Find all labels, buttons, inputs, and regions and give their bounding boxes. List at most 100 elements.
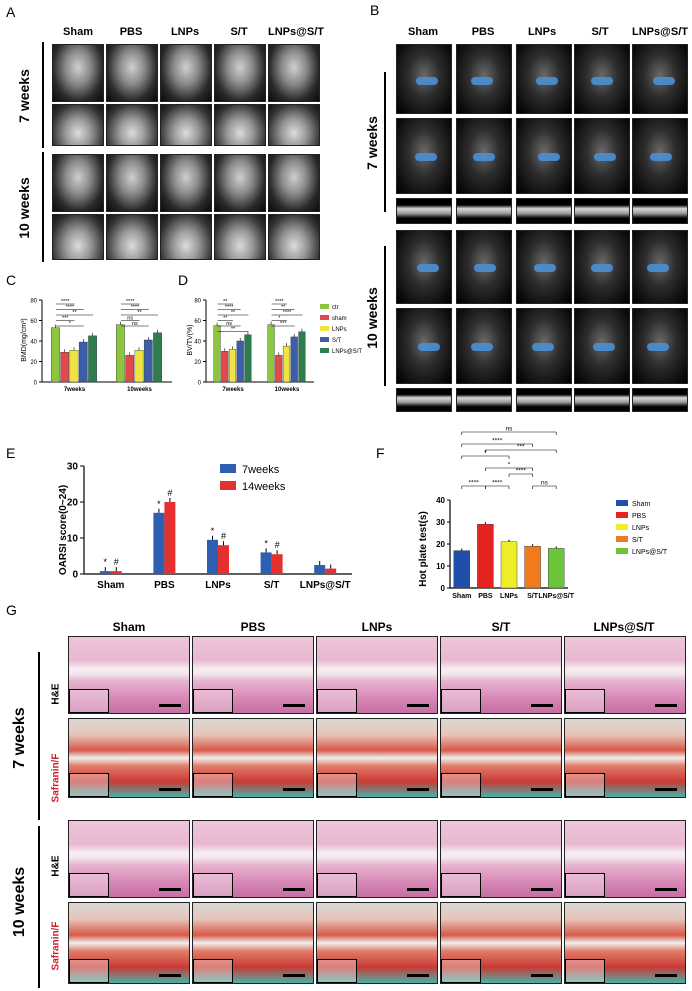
panel-g-col-sham: Sham [68, 620, 190, 634]
bar [61, 352, 69, 382]
legend-swatch [616, 524, 628, 530]
panel-b-ct-image [574, 44, 630, 114]
legend-label: LNPs@S/T [632, 549, 668, 556]
panel-b-ct-image [632, 44, 688, 114]
panel-g-scale-bar [159, 788, 181, 791]
panel-a-ct-image [268, 44, 320, 102]
panel-b-ct-image [396, 388, 452, 412]
panel-b-row-bracket-10w [384, 246, 386, 386]
x-tick-label: PBS [154, 580, 175, 591]
panel-label-g: G [6, 602, 17, 618]
bar [454, 551, 470, 588]
panel-b-cartilage-highlight [418, 343, 440, 351]
x-tick-label: 7weeks [222, 387, 244, 393]
legend-swatch [320, 326, 329, 331]
panel-b-ct-image [396, 308, 452, 384]
legend-swatch [320, 315, 329, 320]
panel-g-col-st: S/T [440, 620, 562, 634]
significance-label: **** [469, 480, 480, 487]
panel-g-inset [193, 873, 233, 897]
y-tick-label: 30 [67, 462, 79, 473]
y-tick-label: 60 [194, 319, 201, 325]
panel-a-ct-image [106, 214, 158, 260]
y-tick-label: 30 [436, 518, 445, 527]
legend-label: sham [332, 316, 347, 322]
panel-a-ct-image [52, 214, 104, 260]
legend-label: 14weeks [242, 481, 286, 493]
y-tick-label: 20 [67, 498, 79, 509]
panel-b-ct-image [516, 388, 572, 412]
panel-g-col-lnpsst: LNPs@S/T [562, 620, 686, 634]
panel-g-scale-bar [531, 888, 553, 891]
panel-b-cartilage-highlight [471, 343, 493, 351]
bar [153, 513, 164, 574]
panel-b-cartilage-highlight [473, 153, 495, 161]
panel-b-cartilage-highlight [532, 343, 554, 351]
bar [261, 552, 272, 574]
y-tick-label: 60 [30, 319, 37, 325]
panel-b-ct-image [396, 230, 452, 304]
bar [314, 565, 325, 574]
bar [164, 502, 175, 574]
bar [218, 545, 229, 574]
panel-b-cartilage-highlight [591, 264, 613, 272]
panel-g-row-7w: 7 weeks [11, 707, 29, 768]
panel-a-row-bracket-7w [42, 42, 44, 148]
y-tick-label: 10 [67, 534, 79, 545]
y-tick-label: 40 [194, 340, 201, 346]
panel-b-cartilage-highlight [647, 264, 669, 272]
panel-b-ct-image [632, 388, 688, 412]
x-tick-label: S/T [264, 580, 280, 591]
bar [237, 341, 244, 382]
bar [135, 350, 143, 382]
panel-b-ct-image [574, 198, 630, 224]
panel-a-ct-image [214, 214, 266, 260]
legend-swatch [320, 337, 329, 342]
panel-a-ct-image [160, 154, 212, 212]
panel-g-inset [565, 689, 605, 713]
panel-g-inset [317, 959, 357, 983]
x-tick-label: LNPs@S/T [538, 593, 574, 600]
bar [245, 335, 252, 382]
panel-g-inset [565, 773, 605, 797]
panel-g-inset [565, 959, 605, 983]
panel-g-histology-image [564, 636, 686, 714]
panel-g-scale-bar [655, 788, 677, 791]
panel-b-cartilage-highlight [415, 153, 437, 161]
legend-swatch [616, 512, 628, 518]
panel-a-row-10w: 10 weeks [16, 177, 32, 239]
y-tick-label: 0 [198, 381, 202, 387]
y-tick-label: 10 [436, 562, 445, 571]
panel-b-row-7w: 7 weeks [364, 116, 380, 170]
panel-b-row-bracket-7w [384, 72, 386, 212]
panel-a-ct-image [160, 44, 212, 102]
legend-label: ctr [332, 305, 339, 311]
bar [207, 540, 218, 574]
legend-label: Sham [632, 501, 650, 508]
panel-g-row-bracket-7w [38, 652, 40, 820]
panel-b-ct-image [574, 230, 630, 304]
y-tick-label: 20 [436, 540, 445, 549]
significance-label: *** [280, 321, 287, 327]
y-tick-label: 20 [194, 360, 201, 366]
panel-g-scale-bar [159, 888, 181, 891]
panel-g-scale-bar [531, 704, 553, 707]
panel-d-ylabel: BV/TV(%) [187, 324, 194, 355]
panel-b-ct-image [456, 198, 512, 224]
panel-g-scale-bar [531, 788, 553, 791]
bar [325, 569, 336, 574]
bar [116, 325, 124, 382]
panel-g-scale-bar [283, 974, 305, 977]
significance-label: **** [492, 480, 503, 487]
panel-b-ct-image [632, 198, 688, 224]
panel-g-histology-image [316, 718, 438, 798]
significance-mark: * [104, 557, 108, 567]
bar [525, 546, 541, 588]
panel-a-col-lnpsst: LNPs@S/T [265, 26, 327, 38]
panel-g-inset [317, 689, 357, 713]
panel-g-histology-image [440, 718, 562, 798]
bar [229, 349, 236, 382]
bar [268, 325, 275, 382]
y-tick-label: 0 [72, 570, 78, 581]
y-tick-label: 0 [441, 584, 446, 593]
